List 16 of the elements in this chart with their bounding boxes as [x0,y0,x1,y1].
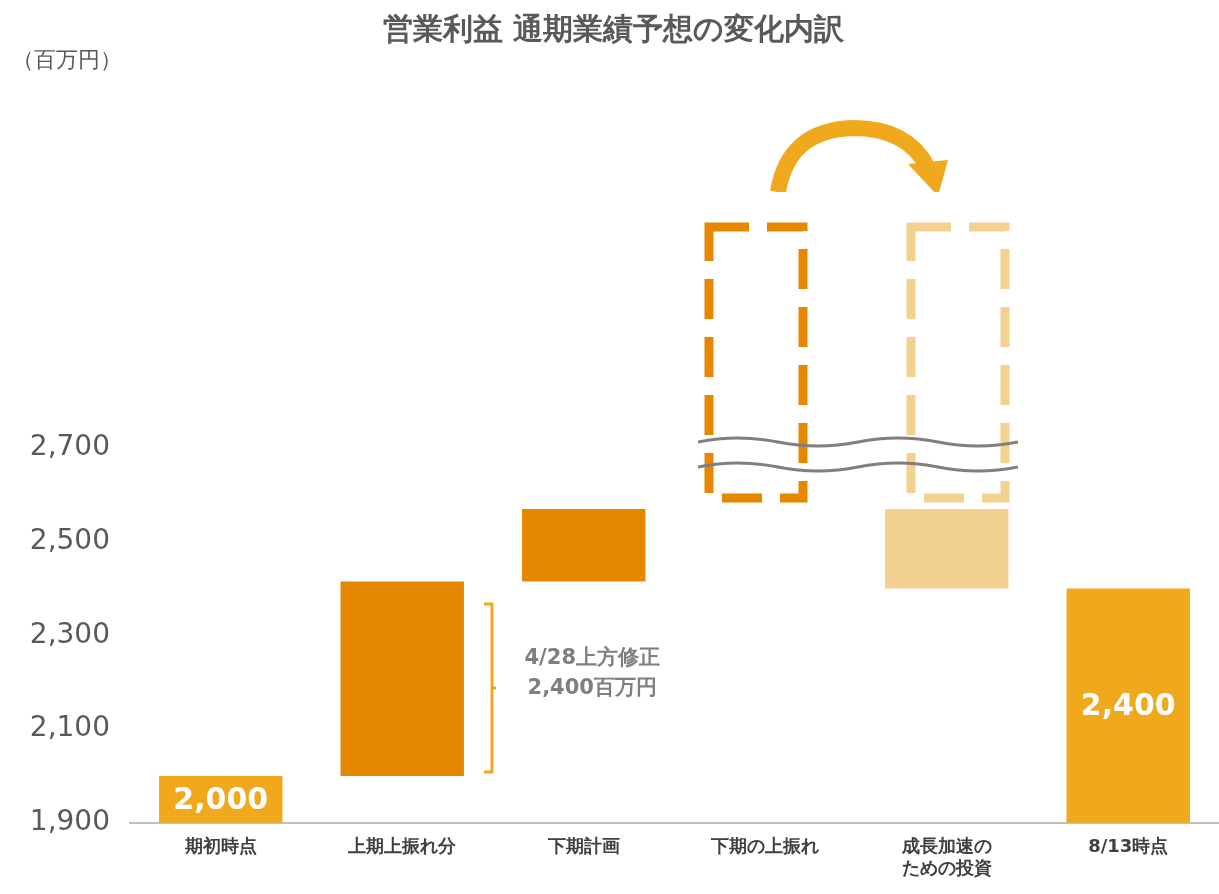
data-label: 2,400 [1080,687,1176,723]
x-tick-label: 成長加速のための投資 [900,835,992,878]
annotation: 4/28上方修正 2,400百万円 [524,645,661,700]
data-label: 2,000 [173,781,269,817]
x-tick-label: 下期の上振れ [710,835,820,857]
y-tick-label: 1,900 [29,804,110,838]
x-tick-label: 上期上振れ分 [347,835,458,857]
y-tick-label: 2,300 [29,616,110,650]
x-tick-label: 期初時点 [183,835,257,857]
y-tick-label: 2,500 [29,522,110,556]
x-tick-label: 8/13時点 [1088,835,1169,857]
text: （百万円） [12,46,122,72]
y-tick-label: 2,700 [29,429,110,463]
y-tick-label: 2,100 [29,710,110,744]
chart-title: 営業利益 通期業績予想の変化内訳 [382,10,846,46]
x-tick-label: 下期計画 [546,835,620,857]
